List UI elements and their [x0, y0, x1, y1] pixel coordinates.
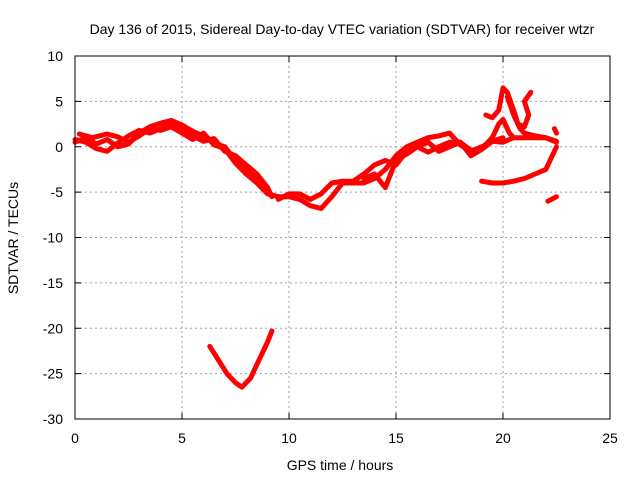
y-tick-label: 5 — [55, 93, 63, 109]
x-tick-label: 10 — [281, 430, 297, 446]
series-trace-9 — [479, 144, 559, 186]
series-trace-7 — [504, 94, 559, 145]
y-tick-label: 0 — [55, 139, 63, 155]
y-tick-label: -10 — [43, 230, 63, 246]
series-trace-10 — [545, 194, 559, 204]
y-tick-label: -5 — [51, 184, 64, 200]
chart-title: Day 136 of 2015, Sidereal Day-to-day VTE… — [90, 21, 595, 37]
x-tick-label: 25 — [602, 430, 618, 446]
x-tick-label: 5 — [178, 430, 186, 446]
series-trace-12 — [207, 328, 275, 390]
grid — [75, 56, 610, 419]
x-tick-label: 20 — [495, 430, 511, 446]
y-tick-label: -25 — [43, 366, 63, 382]
x-tick-label: 15 — [388, 430, 404, 446]
y-tick-label: -20 — [43, 320, 63, 336]
series-trace-5 — [361, 135, 495, 191]
series-trace-2 — [72, 121, 275, 200]
y-axis-label: SDTVAR / TECUs — [5, 182, 21, 294]
y-tick-label: -30 — [43, 411, 63, 427]
y-tick-label: -15 — [43, 275, 63, 291]
plot-area — [72, 85, 559, 390]
x-tick-label: 0 — [71, 430, 79, 446]
series-trace-11 — [551, 126, 559, 136]
ticks: 0 5 10 15 20 25 -30 -25 -20 -15 -10 -5 0 5 10 — [43, 48, 618, 446]
series-trace-8 — [489, 117, 517, 141]
x-axis-label: GPS time / hours — [287, 457, 394, 473]
y-tick-label: 10 — [47, 48, 63, 64]
